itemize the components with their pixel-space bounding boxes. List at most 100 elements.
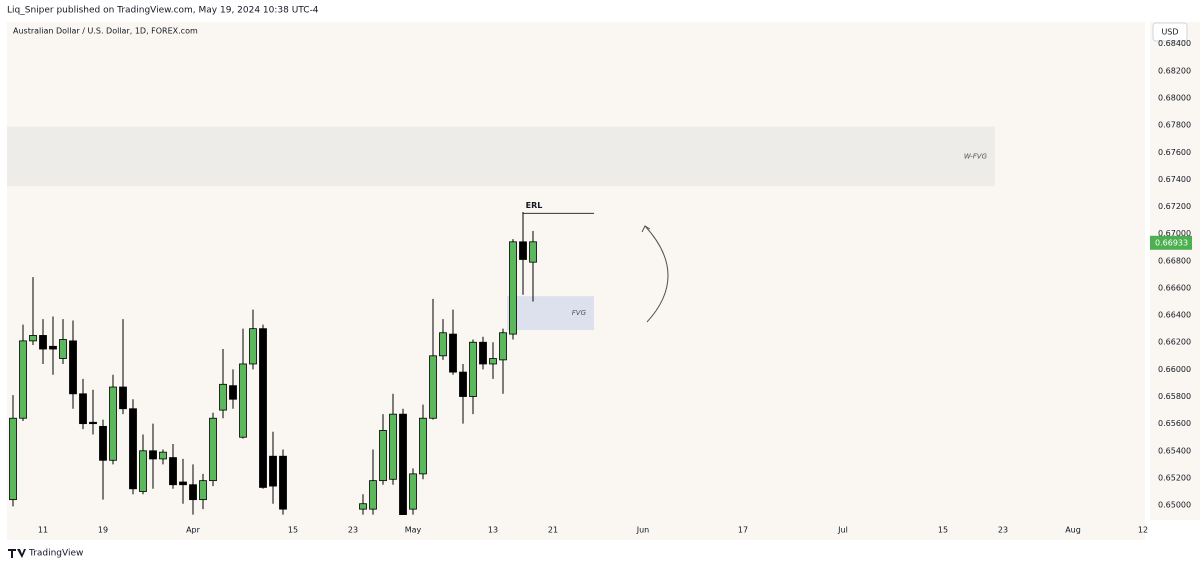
- candle-body-up: [249, 328, 257, 365]
- candle-body-down: [49, 345, 57, 350]
- candle-body-up: [369, 480, 377, 510]
- candle-body-down: [179, 481, 187, 486]
- candle-body-up: [499, 332, 507, 361]
- plot-area: W-FVG FVG ERL: [7, 126, 995, 515]
- x-tick-label: 17: [738, 526, 748, 535]
- candle-body-down: [459, 371, 467, 397]
- y-tick-label: 0.65600: [1158, 419, 1191, 428]
- candle-body-up: [29, 335, 37, 342]
- currency-label: USD: [1161, 28, 1178, 37]
- zone: [507, 296, 594, 331]
- plot-background: [7, 22, 1145, 520]
- y-tick-label: 0.68400: [1158, 39, 1191, 48]
- y-tick-label: 0.67200: [1158, 202, 1191, 211]
- x-tick-label: 23: [348, 526, 358, 535]
- candle-body-up: [109, 386, 117, 461]
- y-tick-label: 0.65200: [1158, 473, 1191, 482]
- axes: 0.65000 0.65200 0.65400 0.65600 0.65800 0.660…: [38, 39, 1192, 535]
- candle-body-down: [519, 241, 527, 260]
- candle-body-up: [429, 355, 437, 419]
- candle-body-down: [399, 413, 407, 515]
- time-axis-background: [7, 520, 1145, 540]
- candle-body-down: [129, 408, 137, 490]
- candle-body-up: [59, 339, 67, 359]
- zone: [7, 126, 995, 187]
- candle-body-up: [469, 341, 477, 397]
- candle-body-up: [389, 413, 397, 480]
- candle-body-up: [359, 503, 367, 510]
- x-tick-label: 21: [548, 526, 558, 535]
- y-tick-label: 0.65000: [1158, 501, 1191, 510]
- candle-body-down: [69, 340, 77, 395]
- y-tick-label: 0.66000: [1158, 365, 1191, 374]
- y-tick-label: 0.68200: [1158, 66, 1191, 75]
- candle-body-down: [89, 421, 97, 425]
- y-tick-label: 0.66600: [1158, 283, 1191, 292]
- y-tick-label: 0.67600: [1158, 148, 1191, 157]
- candle-body-down: [99, 425, 107, 461]
- currency-box[interactable]: [1152, 22, 1188, 42]
- x-tick-label: Aug: [1065, 526, 1081, 535]
- candle-body-down: [279, 455, 287, 510]
- candle-body-down: [479, 341, 487, 365]
- x-tick-label: Jul: [837, 526, 848, 535]
- candle-body-up: [199, 480, 207, 501]
- x-tick-label: 23: [998, 526, 1008, 535]
- y-tick-label: 0.66800: [1158, 256, 1191, 265]
- candle-body-up: [379, 430, 387, 482]
- y-tick-label: 0.66400: [1158, 311, 1191, 320]
- zone-label: FVG: [572, 309, 587, 317]
- candle-body-down: [259, 328, 267, 488]
- y-tick-label: 0.67400: [1158, 175, 1191, 184]
- candle-body-down: [189, 484, 197, 501]
- candle-body-up: [209, 417, 217, 482]
- candle-body-up: [489, 358, 497, 365]
- candle-body-down: [449, 333, 457, 373]
- price-axis-background: [1150, 22, 1200, 520]
- y-tick-label: 0.68000: [1158, 93, 1191, 102]
- y-tick-label: 0.67800: [1158, 121, 1191, 130]
- y-tick-label: 0.65400: [1158, 446, 1191, 455]
- footer-brand: TradingView: [28, 549, 83, 559]
- y-tick-label: 0.66200: [1158, 338, 1191, 347]
- y-tick-label: 0.65800: [1158, 392, 1191, 401]
- arrow-head: [641, 225, 651, 233]
- candle-body-down: [169, 457, 177, 486]
- level-label: ERL: [526, 201, 543, 210]
- x-tick-label: 12: [1138, 526, 1148, 535]
- candle-body-down: [119, 386, 127, 410]
- candle-body-up: [139, 450, 147, 492]
- candle-body-down: [269, 455, 277, 487]
- candle-body-up: [19, 340, 27, 419]
- candle-body-up: [439, 332, 447, 357]
- x-tick-label: 11: [38, 526, 48, 535]
- publisher-line: Liq_Sniper published on TradingView.com,…: [7, 6, 319, 16]
- candle-body-down: [229, 385, 237, 400]
- x-tick-label: 13: [488, 526, 498, 535]
- candle-body-down: [79, 393, 87, 425]
- candle-body-up: [419, 417, 427, 475]
- last-price-tag: [1150, 235, 1192, 250]
- y-tick-label: 0.67000: [1158, 229, 1191, 238]
- zone-label: W-FVG: [964, 152, 988, 160]
- candle-body-up: [239, 363, 247, 438]
- candle-body-up: [219, 383, 227, 411]
- x-tick-label: 15: [288, 526, 298, 535]
- candle-body-up: [529, 241, 537, 263]
- arrow-curve: [644, 225, 669, 323]
- candle-body-up: [409, 473, 417, 510]
- x-tick-label: 19: [98, 526, 108, 535]
- tv-logo: [8, 549, 26, 558]
- candle-body-down: [149, 450, 157, 460]
- candle-body-up: [509, 241, 517, 335]
- candle-body-up: [159, 451, 167, 460]
- x-tick-label: Jun: [636, 526, 650, 535]
- candle-body-down: [39, 335, 47, 350]
- x-tick-label: May: [405, 526, 422, 535]
- x-tick-label: 15: [938, 526, 948, 535]
- last-price-label: 0.66933: [1155, 238, 1188, 247]
- chart-title: Australian Dollar / U.S. Dollar, 1D, FOR…: [13, 27, 198, 36]
- candle-body-up: [9, 417, 17, 501]
- x-tick-label: Apr: [186, 526, 201, 535]
